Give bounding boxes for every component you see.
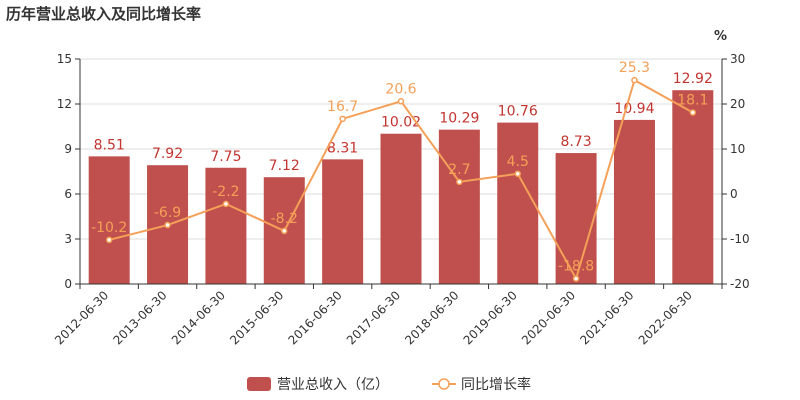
x-axis-tick-label: 2012-06-30	[52, 288, 111, 347]
line-data-label: -2.2	[212, 184, 239, 200]
line-point	[631, 76, 638, 84]
line-data-label: -10.2	[91, 220, 127, 236]
line-data-label: -18.8	[558, 259, 594, 275]
bar	[672, 90, 714, 284]
bar-data-label: 7.92	[152, 146, 183, 162]
line-point	[689, 109, 697, 116]
line-point	[164, 221, 171, 229]
bar-data-label: 10.76	[498, 104, 538, 120]
legend-line-marker	[438, 378, 450, 390]
left-axis-tick-label: 3	[64, 232, 72, 246]
bar	[88, 156, 130, 284]
legend-label-revenue: 营业总收入（亿）	[277, 377, 389, 393]
bar-data-label: 12.92	[673, 71, 713, 87]
bar-data-label: 7.75	[210, 149, 241, 165]
x-axis-tick-label: 2015-06-30	[227, 288, 286, 347]
left-axis-tick-label: 15	[57, 52, 72, 66]
bar	[497, 122, 539, 284]
legend-item-growth[interactable]: 同比增长率	[432, 376, 531, 393]
line-point	[105, 236, 113, 244]
line-point	[222, 200, 230, 208]
x-axis-tick-label: 2014-06-30	[169, 288, 228, 347]
legend-label-growth: 同比增长率	[461, 376, 531, 393]
right-axis-unit: %	[714, 29, 727, 44]
bar	[205, 167, 247, 284]
right-axis-tick-label: -20	[730, 277, 750, 291]
bar-data-label: 8.73	[561, 134, 592, 150]
bar	[322, 159, 364, 284]
right-axis-tick-label: -10	[730, 232, 750, 246]
left-axis-tick-label: 12	[57, 97, 72, 111]
bar	[438, 129, 480, 284]
line-point	[339, 115, 346, 123]
line-point	[572, 275, 580, 282]
line-point	[456, 178, 463, 186]
line-point	[397, 98, 405, 105]
line-data-label: 2.7	[448, 162, 470, 178]
line-data-label: 25.3	[619, 60, 650, 76]
line-data-label: 4.5	[507, 154, 529, 170]
bar-data-labels: 8.51 7.92 7.75 7.12 8.31 10.02 10.29 10.76 8.73 1…	[94, 71, 713, 174]
line-data-label: 18.1	[677, 93, 708, 109]
bar-data-label: 8.51	[94, 137, 125, 153]
legend[interactable]: 营业总收入（亿） 同比增长率	[247, 376, 531, 393]
x-axis-tick-label: 2013-06-30	[110, 288, 169, 347]
left-axis-tick-label: 6	[64, 187, 72, 201]
x-axis-tick-label: 2018-06-30	[402, 288, 461, 347]
bar	[380, 133, 422, 284]
bar	[613, 119, 655, 285]
x-axis-tick-label: 2019-06-30	[461, 288, 520, 347]
line-data-label: -8.2	[271, 211, 298, 227]
left-axis-tick-label: 0	[64, 277, 72, 291]
line-data-label: 16.7	[327, 99, 358, 115]
bar-data-label: 10.94	[614, 101, 654, 117]
x-axis-tick-label: 2016-06-30	[286, 288, 345, 347]
bar-data-label: 8.31	[327, 140, 358, 156]
bar-data-label: 10.02	[381, 115, 421, 131]
line-data-label: 20.6	[385, 81, 416, 97]
line-data-label: -6.9	[154, 205, 181, 221]
left-axis-tick-label: 9	[64, 142, 72, 156]
legend-bar-swatch	[247, 377, 271, 391]
x-axis-tick-label: 2017-06-30	[344, 288, 403, 347]
line-point	[514, 170, 521, 177]
x-axis-tick-label: 2020-06-30	[519, 288, 578, 347]
bar-data-label: 7.12	[269, 158, 300, 174]
line-point	[281, 227, 288, 235]
chart-title: 历年营业总收入及同比增长率	[6, 5, 202, 23]
right-axis-tick-label: 20	[730, 97, 745, 111]
bar	[555, 153, 597, 284]
legend-item-revenue[interactable]: 营业总收入（亿）	[247, 377, 389, 393]
x-axis-tick-label: 2022-06-30	[636, 288, 695, 347]
line-data-labels: -10.2 -6.9 -2.2 -8.2 16.7 20.6 2.7 4.5 -18.8 25.3…	[91, 60, 708, 274]
x-axis-tick-label: 2021-06-30	[577, 288, 636, 347]
line-series	[105, 76, 697, 282]
right-axis-tick-label: 0	[730, 187, 738, 201]
right-axis-tick-label: 30	[730, 52, 745, 66]
bar-data-label: 10.29	[439, 111, 479, 127]
right-axis-tick-label: 10	[730, 142, 745, 156]
